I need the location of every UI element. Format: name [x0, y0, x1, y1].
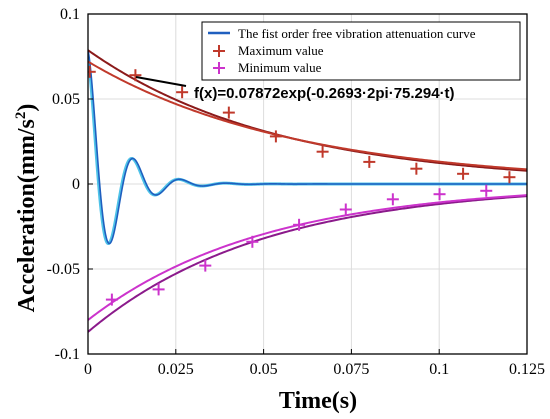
maximum-point — [129, 69, 142, 82]
maximum-point — [269, 130, 282, 143]
legend-swatch-maximum — [213, 45, 225, 57]
x-axis-title: Time(s) — [279, 388, 357, 414]
minimum-point — [199, 259, 212, 272]
x-tick-label: 0.125 — [509, 361, 545, 378]
x-tick-label: 0.1 — [429, 361, 449, 378]
plot-series — [88, 49, 527, 333]
lower-envelope-curve — [88, 195, 527, 333]
minimum-point — [480, 184, 493, 197]
minimum-point — [386, 193, 399, 206]
legend: The fist order free vibration attenuatio… — [201, 21, 521, 81]
legend-label-signal: The fist order free vibration attenuatio… — [238, 26, 476, 41]
legend-label-maximum: Maximum value — [238, 43, 324, 58]
maximum-point — [503, 171, 516, 184]
minimum-point — [433, 188, 446, 201]
maximum-point — [363, 155, 376, 168]
minimum-point — [293, 218, 306, 231]
annotation-formula: f(x)=0.07872exp(-0.2693·2pi·75.294·t) — [194, 85, 455, 102]
minimum-point — [339, 203, 352, 216]
y-tick-label: 0 — [72, 176, 80, 193]
maximum-point — [316, 145, 329, 158]
fit-annotation: f(x)=0.07872exp(-0.2693·2pi·75.294·t) — [135, 76, 455, 102]
minimum-point — [105, 293, 118, 306]
x-tick-label: 0.025 — [158, 361, 194, 378]
y-tick-label: 0.1 — [60, 6, 80, 23]
maximum-point — [176, 86, 189, 99]
y-tick-label: 0.05 — [52, 91, 80, 108]
maximum-point — [222, 106, 235, 119]
y-axis-title: Acceleration(mm/s2) — [13, 104, 40, 313]
y-tick-label: -0.1 — [55, 346, 80, 363]
axis-ticks: 0 0.025 0.05 0.075 0.1 0.125 0.1 0.05 0 -0.05 -0.1 — [47, 6, 545, 378]
lower-envelope-curve — [88, 194, 527, 321]
y-tick-label: -0.05 — [47, 261, 80, 278]
signal-curve-fitted — [88, 50, 527, 245]
x-tick-label: 0.05 — [250, 361, 278, 378]
legend-swatch-minimum — [213, 62, 225, 74]
annotation-leader-line — [135, 76, 187, 87]
plot-area — [88, 49, 527, 333]
legend-box — [201, 21, 521, 81]
upper-envelope-curve — [88, 60, 527, 171]
x-tick-label: 0 — [84, 361, 92, 378]
minimum-point — [246, 235, 259, 248]
x-tick-label: 0.075 — [333, 361, 369, 378]
y-axis-title-main: Acceleration(mm/s — [14, 119, 40, 312]
minimum-point — [152, 283, 165, 296]
maximum-point — [88, 65, 96, 78]
maximum-point — [410, 162, 423, 175]
maximum-point — [457, 167, 470, 180]
y-axis-title-close: ) — [14, 104, 40, 112]
y-axis-title-sup: 2 — [13, 112, 29, 120]
legend-label-minimum: Minimum value — [238, 60, 322, 75]
